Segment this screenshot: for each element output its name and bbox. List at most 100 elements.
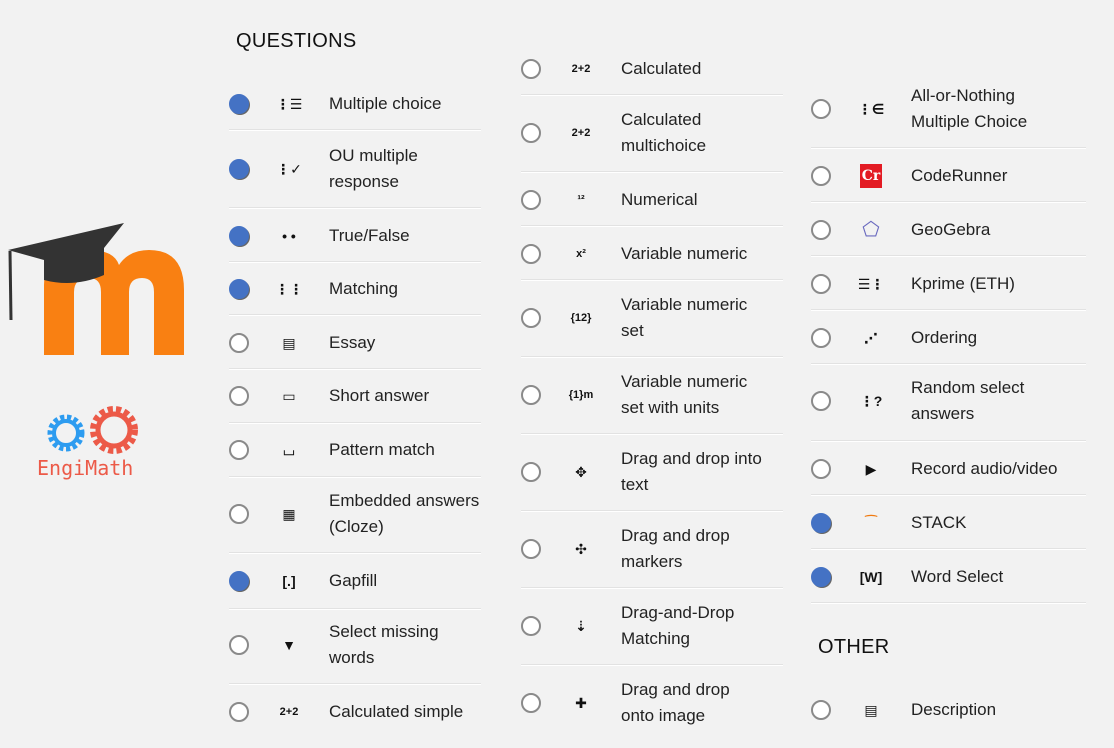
question-type-label: Essay [329, 333, 376, 352]
divider [229, 552, 481, 554]
radio-button[interactable] [229, 386, 249, 406]
all-or-nothing-icon: ⋮∈ [857, 101, 885, 117]
text-field-icon: ▭ [282, 388, 296, 404]
cloze-icon: ▦ [282, 506, 296, 522]
engimath-logo: EngiMath [36, 405, 161, 485]
question-type-label: Calculated simple [329, 702, 464, 721]
moodle-logo [4, 220, 189, 360]
radio-button[interactable] [811, 274, 831, 294]
radio-button[interactable] [521, 244, 541, 264]
calc-icon: 2+2 [571, 127, 591, 139]
radio-button[interactable] [521, 123, 541, 143]
question-type-label: Record audio/video [911, 459, 1058, 478]
question-type-label: STACK [911, 513, 967, 532]
divider [521, 356, 783, 358]
radio-button[interactable] [229, 571, 249, 591]
variable-set-icon: {12} [570, 312, 592, 324]
question-type-label: Matching [329, 279, 398, 298]
divider [811, 201, 1086, 203]
variable-units-icon: {1}m [568, 389, 594, 401]
question-type-label: Multiple choice [329, 94, 442, 113]
radio-button[interactable] [229, 226, 249, 246]
move-icon: ✥ [575, 464, 587, 480]
description-icon: ▤ [864, 702, 878, 718]
divider [811, 494, 1086, 496]
divider [521, 587, 783, 589]
coderunner-icon: Cr [860, 164, 882, 188]
radio-button[interactable] [521, 308, 541, 328]
divider [229, 422, 481, 424]
question-type-label: Gapfill [329, 571, 378, 590]
radio-button[interactable] [811, 459, 831, 479]
radio-button[interactable] [521, 59, 541, 79]
radio-button[interactable] [229, 279, 249, 299]
question-type-label: Variable numeric set with units [621, 372, 748, 417]
matching-icon: ⋮⋮ [275, 281, 303, 297]
radio-button[interactable] [521, 190, 541, 210]
radio-button[interactable] [521, 539, 541, 559]
kprime-icon: ☰⋮ [857, 276, 885, 292]
triangle-down-icon: ▼ [282, 637, 296, 653]
question-type-label: CodeRunner [911, 166, 1008, 185]
numerical-icon: ¹² [577, 194, 585, 206]
radio-button[interactable] [229, 702, 249, 722]
radio-button[interactable] [811, 513, 831, 533]
two-dots-icon: • • [282, 228, 296, 244]
calc-icon: 2+2 [279, 706, 299, 718]
question-type-label: Pattern match [329, 440, 435, 459]
question-type-label: Ordering [911, 328, 978, 347]
divider [229, 608, 481, 610]
variable-icon: x² [576, 248, 586, 260]
question-type-label: Drag and drop onto image [621, 680, 730, 725]
radio-button[interactable] [521, 693, 541, 713]
divider [521, 279, 783, 281]
radio-button[interactable] [521, 616, 541, 636]
radio-button[interactable] [811, 567, 831, 587]
radio-button[interactable] [521, 462, 541, 482]
divider [229, 129, 481, 131]
question-type-label: Drag and drop into text [621, 449, 762, 494]
word-select-icon: [W] [859, 569, 883, 585]
divider [229, 683, 481, 685]
markers-icon: ✣ [575, 541, 587, 557]
divider [811, 255, 1086, 257]
stack-icon: ⁀ [865, 515, 877, 531]
calc-icon: 2+2 [571, 63, 591, 75]
radio-button[interactable] [229, 333, 249, 353]
checklist-icon: ⋮✓ [276, 161, 302, 177]
record-icon: ▶ [865, 461, 877, 477]
radio-button[interactable] [229, 440, 249, 460]
question-type-label: All-or-Nothing Multiple Choice [911, 86, 1028, 131]
radio-button[interactable] [229, 635, 249, 655]
question-type-label: Drag-and-Drop Matching [621, 603, 735, 648]
radio-button[interactable] [811, 166, 831, 186]
divider [521, 171, 783, 173]
question-type-label: Short answer [329, 386, 430, 405]
question-type-label: OU multiple response [329, 146, 418, 191]
radio-button[interactable] [811, 700, 831, 720]
radio-button[interactable] [811, 328, 831, 348]
divider [811, 440, 1086, 442]
divider [811, 309, 1086, 311]
divider [229, 261, 481, 263]
svg-text:EngiMath: EngiMath [37, 456, 133, 480]
divider [229, 314, 481, 316]
random-icon: ⋮? [859, 393, 883, 409]
radio-button[interactable] [521, 385, 541, 405]
question-type-label: Word Select [911, 567, 1004, 586]
move-icon: ✚ [575, 695, 587, 711]
radio-button[interactable] [229, 94, 249, 114]
divider [811, 548, 1086, 550]
radio-button[interactable] [229, 159, 249, 179]
section-heading-other: OTHER [818, 636, 890, 658]
divider [229, 207, 481, 209]
geogebra-icon: ⬠ [862, 219, 880, 241]
divider [521, 433, 783, 435]
radio-button[interactable] [229, 504, 249, 524]
radio-button[interactable] [811, 99, 831, 119]
radio-button[interactable] [811, 220, 831, 240]
dd-matching-icon: ⇣ [575, 618, 587, 634]
question-type-label: Variable numeric [621, 244, 748, 263]
divider [811, 602, 1086, 604]
radio-button[interactable] [811, 391, 831, 411]
